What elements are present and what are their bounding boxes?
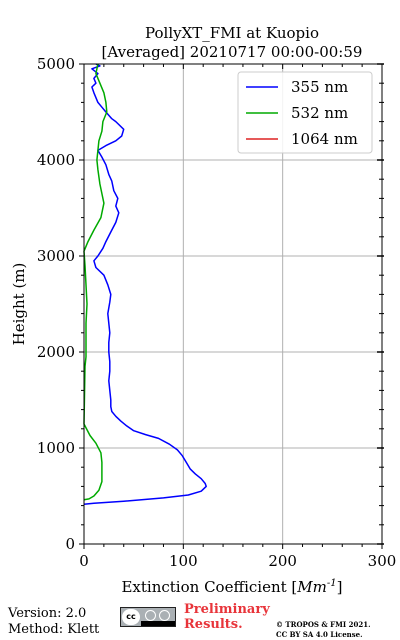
x-axis-label-unit: Mm [296,578,327,596]
legend-label: 355 nm [291,78,348,96]
method-text: Method: Klett [8,622,100,637]
cc-license-badge: cc [120,607,176,627]
x-axis-label-prefix: Extinction Coefficient [ [121,578,297,596]
legend: 355 nm 532 nm 1064 nm [237,71,373,154]
preliminary-notice: Preliminary Results. [184,602,270,632]
cc-by-icon [145,610,156,621]
plot-frame [83,63,383,545]
x-tick-label: 0 [79,552,89,570]
x-tick-label: 100 [169,552,198,570]
preliminary-line2: Results. [184,617,243,632]
y-tick-label: 5000 [37,55,75,73]
y-tick-label: 1000 [37,439,75,457]
footer-info: Version: 2.0 Method: Klett [8,606,99,638]
chart-title-line1: PollyXT_FMI at Kuopio [145,24,319,42]
version-text: Version: 2.0 [8,606,87,621]
cc-badge-bar [141,621,175,626]
cc-logo-icon: cc [122,609,140,625]
y-tick-label: 4000 [37,151,75,169]
cc-sa-icon [159,610,170,621]
y-tick-label: 2000 [37,343,75,361]
x-tick-label: 300 [368,552,397,570]
x-axis-label-suffix: ] [337,578,343,596]
series-line-532-nm [83,63,108,501]
data-curves [83,63,207,505]
copyright-notice: © TROPOS & FMI 2021. CC BY SA 4.0 Licens… [276,620,371,640]
y-tick-label: 3000 [37,247,75,265]
x-axis-label: Extinction Coefficient [Mm-1] [121,578,342,596]
legend-label: 1064 nm [291,130,358,148]
copyright-line2: CC BY SA 4.0 License. [276,630,363,639]
y-axis-label: Height (m) [10,263,28,346]
series-line-355-nm [83,63,207,505]
legend-items: 355 nm 532 nm 1064 nm [246,78,358,148]
legend-label: 532 nm [291,104,348,122]
preliminary-line1: Preliminary [184,602,270,617]
y-tick-label: 0 [65,535,75,553]
copyright-line1: © TROPOS & FMI 2021. [276,620,371,629]
x-axis-label-exponent: -1 [327,578,337,589]
chart-title-line2: [Averaged] 20210717 00:00-00:59 [102,43,363,61]
legend-box [237,71,373,154]
x-tick-label: 200 [268,552,297,570]
